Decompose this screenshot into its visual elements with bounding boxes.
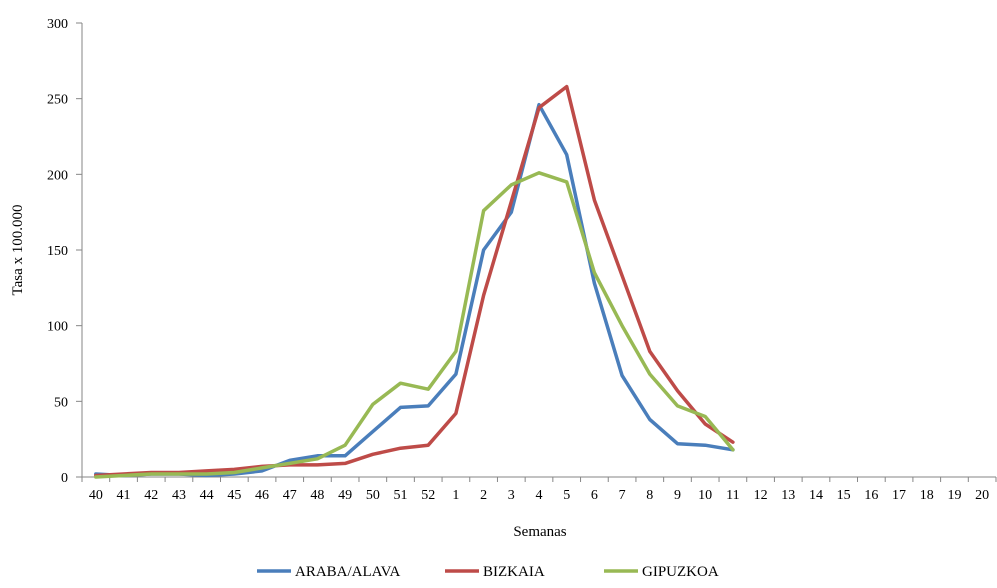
x-tick-label: 2 xyxy=(480,488,487,503)
series-line-bizkaia xyxy=(94,84,735,478)
x-tick-label: 9 xyxy=(674,488,681,503)
x-tick-label: 41 xyxy=(117,488,131,503)
x-tick-label: 42 xyxy=(144,488,158,503)
x-tick-label: 14 xyxy=(809,488,823,503)
x-axis: 40 41 42 43 44 45 46 47 48 49 50 51 52 1 2 3 4 5 6 7 8 9 10 11 1… xyxy=(81,476,997,503)
x-tick-label: 44 xyxy=(200,488,214,503)
x-tick-label: 13 xyxy=(781,488,795,503)
x-tick-label: 3 xyxy=(508,488,515,503)
y-tick-label: 100 xyxy=(47,320,68,335)
x-tick-label: 1 xyxy=(452,488,459,503)
y-axis-title: Tasa x 100.000 xyxy=(10,204,26,295)
x-tick-label: 12 xyxy=(754,488,768,503)
x-tick-label: 11 xyxy=(726,488,739,503)
x-axis-title: Semanas xyxy=(513,524,566,540)
y-tick-label: 250 xyxy=(47,93,68,108)
y-tick-label: 300 xyxy=(47,17,68,32)
x-tick-label: 4 xyxy=(536,488,543,503)
x-tick-label: 20 xyxy=(975,488,989,503)
x-tick-label: 45 xyxy=(227,488,241,503)
x-tick-label: 7 xyxy=(619,488,626,503)
x-tick-label: 40 xyxy=(89,488,103,503)
x-tick-label: 47 xyxy=(283,488,297,503)
series-line-araba-alava xyxy=(94,102,735,478)
x-tick-label: 16 xyxy=(864,488,878,503)
y-tick-label: 200 xyxy=(47,168,68,183)
x-tick-label: 46 xyxy=(255,488,269,503)
series-line-gipuzkoa xyxy=(94,171,735,479)
x-tick-label: 8 xyxy=(646,488,653,503)
x-tick-label: 15 xyxy=(837,488,851,503)
legend-label: ARABA/ALAVA xyxy=(295,564,400,580)
y-tick-label: 0 xyxy=(61,471,68,486)
legend-label: BIZKAIA xyxy=(483,564,545,580)
legend: ARABA/ALAVA BIZKAIA GIPUZKOA xyxy=(257,564,719,580)
x-tick-label: 50 xyxy=(366,488,380,503)
y-tick-label: 150 xyxy=(47,244,68,259)
x-tick-label: 6 xyxy=(591,488,598,503)
legend-label: GIPUZKOA xyxy=(642,564,719,580)
series-lines xyxy=(94,84,735,479)
x-tick-label: 18 xyxy=(920,488,934,503)
y-tick-label: 50 xyxy=(54,395,68,410)
x-tick-label: 10 xyxy=(698,488,712,503)
x-tick-label: 51 xyxy=(394,488,408,503)
x-tick-label: 48 xyxy=(310,488,324,503)
x-tick-label: 17 xyxy=(892,488,906,503)
y-axis: 0 50 100 150 200 250 300 xyxy=(47,17,83,486)
x-tick-label: 52 xyxy=(421,488,435,503)
x-tick-label: 19 xyxy=(947,488,961,503)
x-tick-label: 5 xyxy=(563,488,570,503)
x-tick-label: 49 xyxy=(338,488,352,503)
x-tick-label: 43 xyxy=(172,488,186,503)
